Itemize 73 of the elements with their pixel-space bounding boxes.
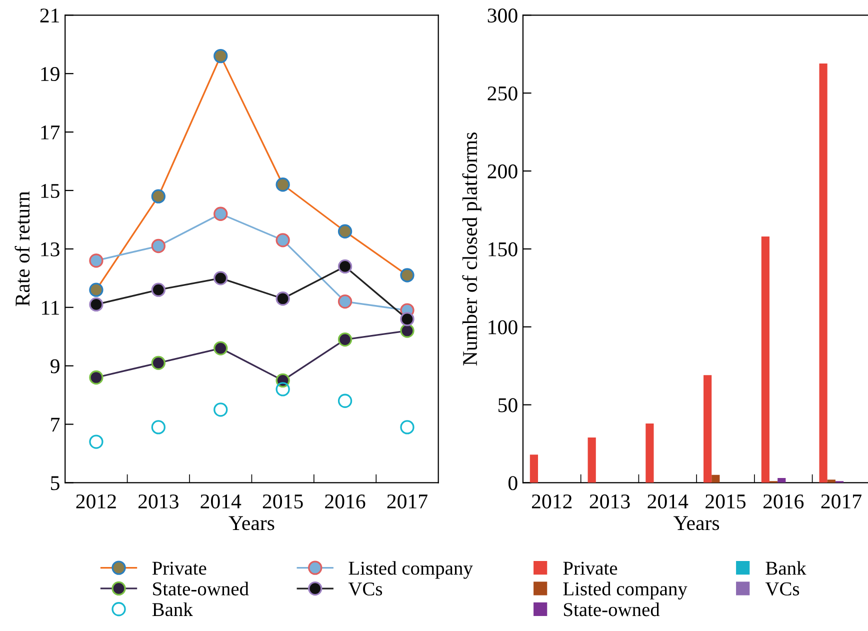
x-tick-label: 2012 [76,494,116,508]
x-tick-label: 2016 [325,494,366,508]
point [89,297,104,312]
x-tick-label: 2014 [648,494,688,508]
point [214,341,228,356]
point [214,206,228,221]
y-tick-label: 15 [41,184,60,198]
point [89,370,104,385]
y-tick-label: 100 [488,320,518,334]
bar [712,474,720,483]
point [89,434,104,449]
x-tick-label: 2014 [200,494,242,508]
point [400,312,414,326]
point [89,254,104,268]
legend-label: State-owned [153,582,249,596]
point [400,324,414,338]
point [151,420,166,434]
y-tick-label: 150 [488,242,518,256]
point [276,233,290,248]
x-tick-label: 2012 [532,494,572,508]
y-axis-title: Rate of return [14,191,30,306]
y-tick-label: 5 [51,476,60,490]
x-tick-label: 2013 [138,494,178,508]
legend-label: Bank [766,561,806,575]
point [151,238,166,254]
y-tick-label: 300 [488,8,518,23]
point [151,356,166,370]
y-tick-label: 21 [40,8,59,22]
bar [704,375,712,483]
legend-label: Listed company [563,582,688,600]
point [338,259,352,274]
x-tick-label: 2015 [706,494,746,508]
y-tick-label: 9 [50,359,60,374]
y-tick-label: 19 [41,67,60,82]
point [400,420,414,434]
point [151,282,166,297]
y-tick-label: 13 [41,242,60,256]
legend-label: Listed company [348,561,473,579]
point [338,394,352,408]
y-tick-label: 50 [498,398,518,412]
y-tick-label: 0 [508,476,518,490]
legend-label: Bank [152,602,193,616]
legend-label: Private [152,562,206,575]
bar [761,236,770,483]
bar [646,423,654,483]
x-tick-label: 2017 [387,494,428,508]
legend-label: VCs [765,582,800,596]
y-tick-label: 200 [488,164,518,178]
legend-label: State-owned [564,602,660,616]
x-axis-title: Years [674,516,720,530]
bar [819,63,828,483]
legend-label: Private [563,562,618,575]
bar [588,438,596,483]
y-tick-label: 11 [42,300,59,315]
point [338,294,352,309]
x-tick-label: 2015 [262,494,303,508]
y-tick-label: 7 [51,418,60,432]
y-tick-label: 17 [41,126,60,140]
y-axis-title: Number of closed platforms [462,132,482,366]
x-tick-label: 2013 [590,494,630,508]
x-tick-label: 2017 [821,494,862,508]
point [338,332,352,347]
point [214,402,228,417]
point [276,292,290,306]
legend-label: VCs [348,582,382,596]
point [276,382,290,396]
bar [778,478,786,483]
point [214,271,228,286]
bar [530,454,538,483]
x-tick-label: 2016 [763,494,804,508]
y-tick-label: 250 [488,86,518,101]
bar [827,480,836,483]
x-axis-title: Years [228,516,274,530]
